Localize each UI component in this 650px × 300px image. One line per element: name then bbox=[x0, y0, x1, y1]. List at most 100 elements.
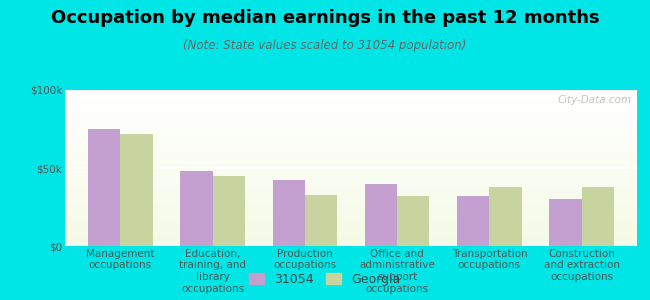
Bar bbox=[65, 151, 637, 152]
Bar bbox=[65, 169, 637, 171]
Bar bbox=[65, 148, 637, 149]
Bar bbox=[65, 208, 637, 210]
Bar bbox=[65, 113, 637, 115]
Bar bbox=[65, 201, 637, 202]
Bar bbox=[65, 163, 637, 165]
Bar bbox=[65, 190, 637, 191]
Bar bbox=[65, 124, 637, 126]
Bar bbox=[65, 233, 637, 235]
Bar bbox=[65, 220, 637, 221]
Bar bbox=[88, 129, 120, 246]
Bar bbox=[582, 187, 614, 246]
Bar bbox=[65, 184, 637, 185]
Bar bbox=[65, 116, 637, 118]
Bar bbox=[65, 241, 637, 243]
Bar bbox=[65, 207, 637, 208]
Bar bbox=[65, 149, 637, 151]
Bar bbox=[65, 96, 637, 98]
Bar bbox=[65, 226, 637, 227]
Bar bbox=[65, 196, 637, 198]
Text: Occupation by median earnings in the past 12 months: Occupation by median earnings in the pas… bbox=[51, 9, 599, 27]
Bar bbox=[65, 95, 637, 96]
Bar bbox=[65, 154, 637, 155]
Bar bbox=[65, 112, 637, 113]
Bar bbox=[65, 155, 637, 157]
Bar bbox=[65, 134, 637, 135]
Bar bbox=[65, 146, 637, 148]
Bar bbox=[65, 202, 637, 204]
Bar bbox=[120, 134, 153, 246]
Bar bbox=[65, 230, 637, 232]
Bar bbox=[65, 232, 637, 233]
Bar bbox=[65, 223, 637, 224]
Bar bbox=[65, 237, 637, 238]
Bar bbox=[65, 143, 637, 145]
Bar bbox=[65, 123, 637, 124]
Text: (Note: State values scaled to 31054 population): (Note: State values scaled to 31054 popu… bbox=[183, 39, 467, 52]
Bar bbox=[65, 152, 637, 154]
Bar bbox=[65, 90, 637, 92]
Bar bbox=[65, 162, 637, 163]
Bar bbox=[65, 98, 637, 99]
Bar bbox=[65, 107, 637, 109]
Bar bbox=[65, 218, 637, 220]
Bar bbox=[272, 181, 305, 246]
Bar bbox=[65, 142, 637, 143]
Bar bbox=[65, 135, 637, 137]
Bar bbox=[65, 199, 637, 201]
Bar bbox=[180, 171, 213, 246]
Bar bbox=[65, 238, 637, 240]
Bar bbox=[65, 160, 637, 162]
Bar bbox=[65, 171, 637, 173]
Bar bbox=[65, 182, 637, 184]
Bar bbox=[65, 177, 637, 179]
Bar bbox=[65, 165, 637, 166]
Bar bbox=[65, 128, 637, 129]
Bar bbox=[65, 129, 637, 130]
Legend: 31054, Georgia: 31054, Georgia bbox=[244, 268, 406, 291]
Bar bbox=[65, 138, 637, 140]
Bar bbox=[65, 120, 637, 121]
Bar bbox=[65, 130, 637, 132]
Bar bbox=[65, 101, 637, 103]
Bar bbox=[65, 221, 637, 223]
Bar bbox=[65, 126, 637, 128]
Bar bbox=[65, 93, 637, 95]
Bar bbox=[65, 193, 637, 194]
Bar bbox=[65, 204, 637, 206]
Bar bbox=[65, 224, 637, 226]
Bar bbox=[65, 210, 637, 212]
Bar bbox=[213, 176, 245, 246]
Bar bbox=[65, 185, 637, 187]
Bar bbox=[65, 188, 637, 190]
Bar bbox=[65, 229, 637, 230]
Bar bbox=[65, 191, 637, 193]
Bar bbox=[65, 92, 637, 93]
Bar bbox=[65, 145, 637, 146]
Bar bbox=[65, 213, 637, 215]
Bar bbox=[65, 187, 637, 188]
Bar bbox=[65, 103, 637, 104]
Text: City-Data.com: City-Data.com bbox=[557, 95, 631, 105]
Bar bbox=[397, 196, 430, 246]
Bar bbox=[305, 194, 337, 246]
Bar bbox=[65, 243, 637, 244]
Bar bbox=[65, 206, 637, 207]
Bar bbox=[65, 110, 637, 112]
Bar bbox=[65, 240, 637, 241]
Bar bbox=[65, 235, 637, 237]
Bar bbox=[65, 194, 637, 196]
Bar bbox=[65, 137, 637, 138]
Bar bbox=[65, 157, 637, 159]
Bar bbox=[489, 187, 522, 246]
Bar bbox=[65, 109, 637, 110]
Bar bbox=[65, 176, 637, 177]
Bar bbox=[65, 173, 637, 174]
Bar bbox=[65, 115, 637, 116]
Bar bbox=[65, 244, 637, 246]
Bar bbox=[65, 215, 637, 216]
Bar bbox=[549, 199, 582, 246]
Bar bbox=[65, 140, 637, 142]
Bar bbox=[457, 196, 489, 246]
Bar bbox=[65, 106, 637, 107]
